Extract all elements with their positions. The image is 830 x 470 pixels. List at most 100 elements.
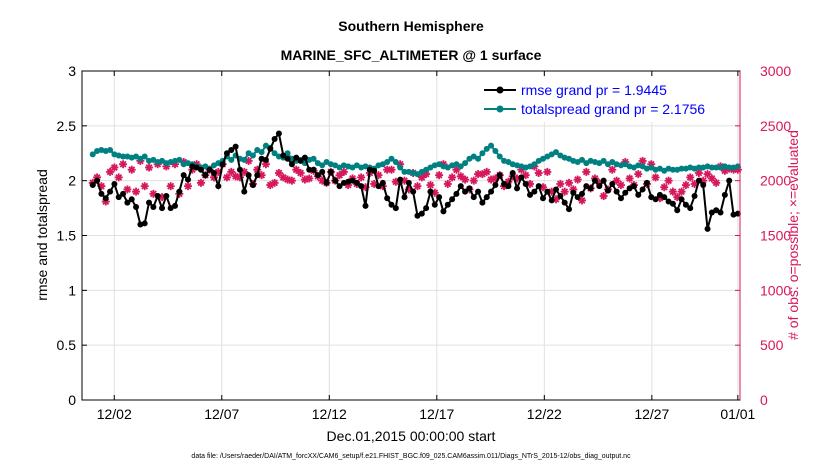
totalspread-point — [708, 164, 715, 171]
obs-point-stroke — [543, 168, 551, 176]
obs-point — [140, 182, 149, 191]
obs-point-stroke — [223, 173, 231, 181]
rmse-point — [392, 205, 399, 212]
obs-point — [166, 182, 175, 191]
obs-point-stroke — [388, 166, 395, 174]
obs-point — [461, 175, 470, 184]
obs-point-stroke — [128, 166, 136, 174]
rmse-point — [483, 194, 490, 201]
obs-point — [469, 176, 478, 185]
rmse-point — [223, 150, 230, 157]
obs-point-stroke — [262, 160, 270, 168]
rmse-point — [596, 183, 603, 190]
rmse-point — [639, 186, 646, 193]
obs-point-stroke — [535, 169, 543, 177]
rmse-point — [449, 196, 456, 203]
obs-point-stroke — [435, 171, 443, 179]
obs-point-stroke — [539, 183, 547, 191]
rmse-point — [475, 188, 482, 195]
rmse-point — [661, 194, 668, 201]
rmse-point — [202, 172, 209, 179]
obs-point — [426, 181, 435, 190]
totalspread-point — [734, 163, 741, 170]
obs-point-stroke — [600, 192, 608, 200]
x-axis-label: Dec.01,2015 00:00:00 start — [327, 428, 496, 444]
x-tick-label: 12/27 — [634, 406, 669, 422]
legend-sample-marker — [496, 105, 504, 113]
legend: rmse grand pr = 1.9445 totalspread grand… — [478, 77, 736, 122]
rmse-point — [310, 166, 317, 173]
totalspread-point — [310, 155, 317, 162]
totalspread-point — [89, 151, 96, 158]
chart-title: Southern Hemisphere — [338, 18, 484, 34]
rmse-point — [89, 182, 96, 189]
obs-point-stroke — [634, 170, 642, 178]
y-tick-label: 2.5 — [57, 118, 77, 134]
obs-point — [534, 168, 543, 177]
rmse-point — [669, 200, 676, 207]
rmse-point — [717, 209, 724, 216]
obs-point-stroke — [678, 188, 686, 196]
rmse-point — [262, 156, 269, 163]
legend-totalspread-label: totalspread grand pr = 2.1756 — [521, 101, 705, 117]
rmse-point — [587, 185, 594, 192]
obs-point — [270, 178, 279, 187]
rmse-point — [102, 195, 109, 202]
rmse-point — [479, 199, 486, 206]
legend-rmse-label: rmse grand pr = 1.9445 — [521, 82, 667, 98]
rmse-point — [280, 152, 287, 159]
rmse-point — [219, 161, 226, 168]
obs-point-stroke — [470, 177, 478, 185]
rmse-point — [107, 188, 114, 195]
rmse-point — [527, 191, 534, 198]
rmse-point — [691, 193, 698, 200]
y2-axis-label: # of obs: o=possible; ×=evaluated — [785, 130, 801, 340]
obs-point — [127, 165, 136, 174]
rmse-point — [323, 179, 330, 186]
obs-point-stroke — [526, 180, 534, 188]
obs-point-stroke — [608, 166, 616, 174]
obs-point-stroke — [483, 168, 491, 176]
obs-point-stroke — [414, 182, 421, 190]
rmse-point — [488, 188, 495, 195]
obs-point-stroke — [708, 175, 716, 182]
rmse-point — [388, 201, 395, 208]
rmse-point — [574, 194, 581, 201]
obs-point-stroke — [665, 177, 673, 185]
rmse-point — [206, 166, 213, 173]
obs-point-stroke — [639, 157, 647, 165]
totalspread-point — [176, 156, 183, 163]
obs-point-stroke — [669, 188, 677, 196]
totalspread-point — [107, 146, 114, 153]
rmse-point — [462, 188, 469, 195]
rmse-point — [518, 174, 525, 181]
x-tick-label: 12/12 — [312, 406, 347, 422]
obs-point-stroke — [305, 175, 313, 182]
rmse-point — [241, 188, 248, 195]
obs-point-stroke — [660, 183, 668, 191]
obs-point-stroke — [617, 181, 625, 189]
obs-point-stroke — [712, 179, 720, 187]
obs-point — [660, 183, 669, 192]
totalspread-point — [600, 157, 607, 164]
obs-point — [560, 187, 569, 196]
totalspread-point — [388, 155, 395, 162]
totalspread-point — [271, 150, 278, 157]
obs-point-stroke — [123, 186, 131, 193]
rmse-point — [531, 188, 538, 195]
obs-point — [119, 160, 128, 169]
obs-point — [123, 185, 132, 194]
totalspread-point — [678, 165, 685, 172]
obs-point-stroke — [145, 164, 153, 171]
totalspread-point — [120, 153, 127, 160]
totalspread-point — [669, 166, 676, 173]
rmse-point — [375, 183, 382, 190]
rmse-point — [236, 166, 243, 173]
obs-point-stroke — [167, 182, 175, 190]
totalspread-point — [401, 168, 408, 175]
rmse-point — [635, 191, 642, 198]
rmse-point — [591, 177, 598, 184]
rmse-point — [245, 172, 252, 179]
totalspread-point — [228, 156, 235, 163]
